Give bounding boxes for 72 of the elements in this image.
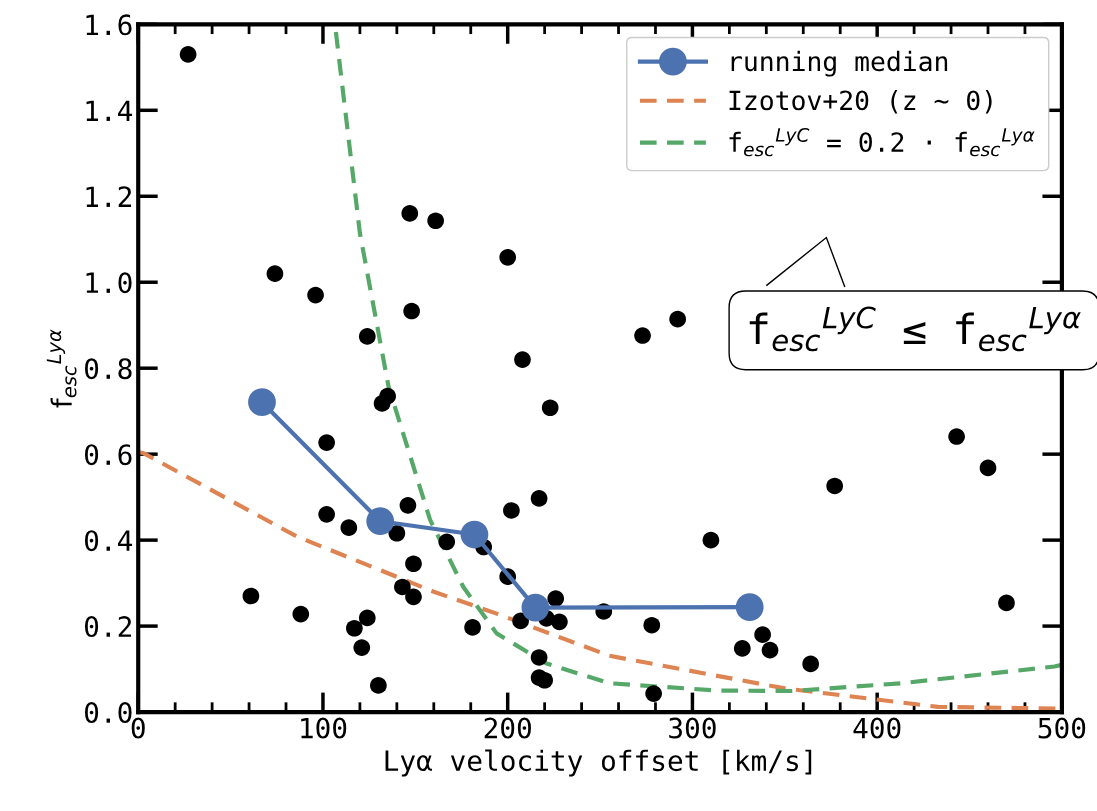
point bbox=[702, 531, 720, 549]
point bbox=[366, 507, 395, 536]
y-tick-label: 0.8 bbox=[85, 358, 132, 380]
point bbox=[405, 555, 422, 573]
point bbox=[826, 477, 844, 495]
point bbox=[318, 434, 335, 451]
y-tick-label: 0.4 bbox=[85, 530, 133, 552]
point bbox=[292, 605, 310, 623]
point bbox=[242, 587, 260, 605]
x-axis-title: Lyα velocity offset [km/s] bbox=[385, 749, 812, 777]
point bbox=[530, 649, 548, 666]
legend-label: f$_{esc}$$^{LyC}$ = 0.2 · f$_{esc}$$^{Lyα}$ bbox=[729, 127, 1035, 157]
x-tick-label: 400 bbox=[853, 717, 901, 739]
x-tick-label: 300 bbox=[669, 717, 716, 739]
x-tick-label: 500 bbox=[1038, 717, 1086, 739]
point bbox=[761, 641, 779, 659]
point bbox=[979, 459, 997, 477]
point bbox=[512, 612, 529, 630]
x-tick-label: 100 bbox=[301, 717, 347, 739]
point bbox=[388, 524, 406, 542]
point bbox=[530, 490, 548, 507]
point bbox=[399, 496, 417, 514]
point bbox=[394, 578, 411, 596]
point bbox=[266, 265, 284, 282]
y-tick-label: 0.2 bbox=[85, 616, 131, 638]
point bbox=[643, 616, 661, 634]
point bbox=[353, 639, 371, 656]
point bbox=[754, 626, 771, 644]
legend-label: running median bbox=[731, 50, 948, 77]
point bbox=[733, 640, 751, 657]
x-tick-label: 200 bbox=[484, 717, 531, 739]
point bbox=[346, 619, 363, 637]
point bbox=[948, 428, 965, 445]
point bbox=[735, 593, 764, 622]
annotation: f$_{esc}$$^{LyC}$ ≤ f$_{esc}$$^{Lyα}$ bbox=[749, 306, 1081, 352]
point bbox=[179, 46, 197, 63]
point bbox=[669, 310, 686, 328]
y-tick-label: 1.2 bbox=[86, 186, 131, 207]
x-tick-label: 0 bbox=[131, 717, 145, 739]
point bbox=[358, 609, 376, 627]
point bbox=[645, 685, 662, 702]
y-tick-label: 1.6 bbox=[86, 14, 132, 36]
point bbox=[405, 588, 422, 606]
point bbox=[379, 387, 396, 405]
point bbox=[438, 533, 456, 551]
point bbox=[401, 205, 419, 222]
y-tick-label: 1.0 bbox=[86, 272, 132, 294]
point bbox=[521, 593, 550, 622]
point bbox=[248, 388, 276, 417]
point bbox=[427, 212, 444, 230]
point bbox=[460, 520, 489, 549]
point bbox=[403, 302, 420, 320]
point bbox=[370, 677, 387, 694]
point bbox=[802, 655, 819, 673]
y-tick-label: 0.6 bbox=[85, 444, 132, 466]
y-tick-label: 0.0 bbox=[85, 702, 132, 724]
point bbox=[547, 590, 565, 607]
legend-label: Izotov+20 (z ∼ 0) bbox=[729, 89, 992, 114]
point bbox=[307, 286, 324, 304]
point bbox=[536, 671, 553, 689]
point bbox=[634, 327, 651, 344]
point bbox=[318, 506, 335, 523]
y-tick-label: 1.4 bbox=[86, 100, 133, 121]
point bbox=[541, 399, 559, 417]
point bbox=[499, 248, 517, 266]
point bbox=[358, 328, 376, 345]
point bbox=[514, 351, 531, 368]
y-axis-title: f$_{esc}$$^{Lyα}$ bbox=[46, 329, 77, 408]
point bbox=[503, 502, 520, 519]
point bbox=[464, 619, 481, 636]
point bbox=[998, 594, 1015, 612]
point bbox=[340, 519, 358, 536]
